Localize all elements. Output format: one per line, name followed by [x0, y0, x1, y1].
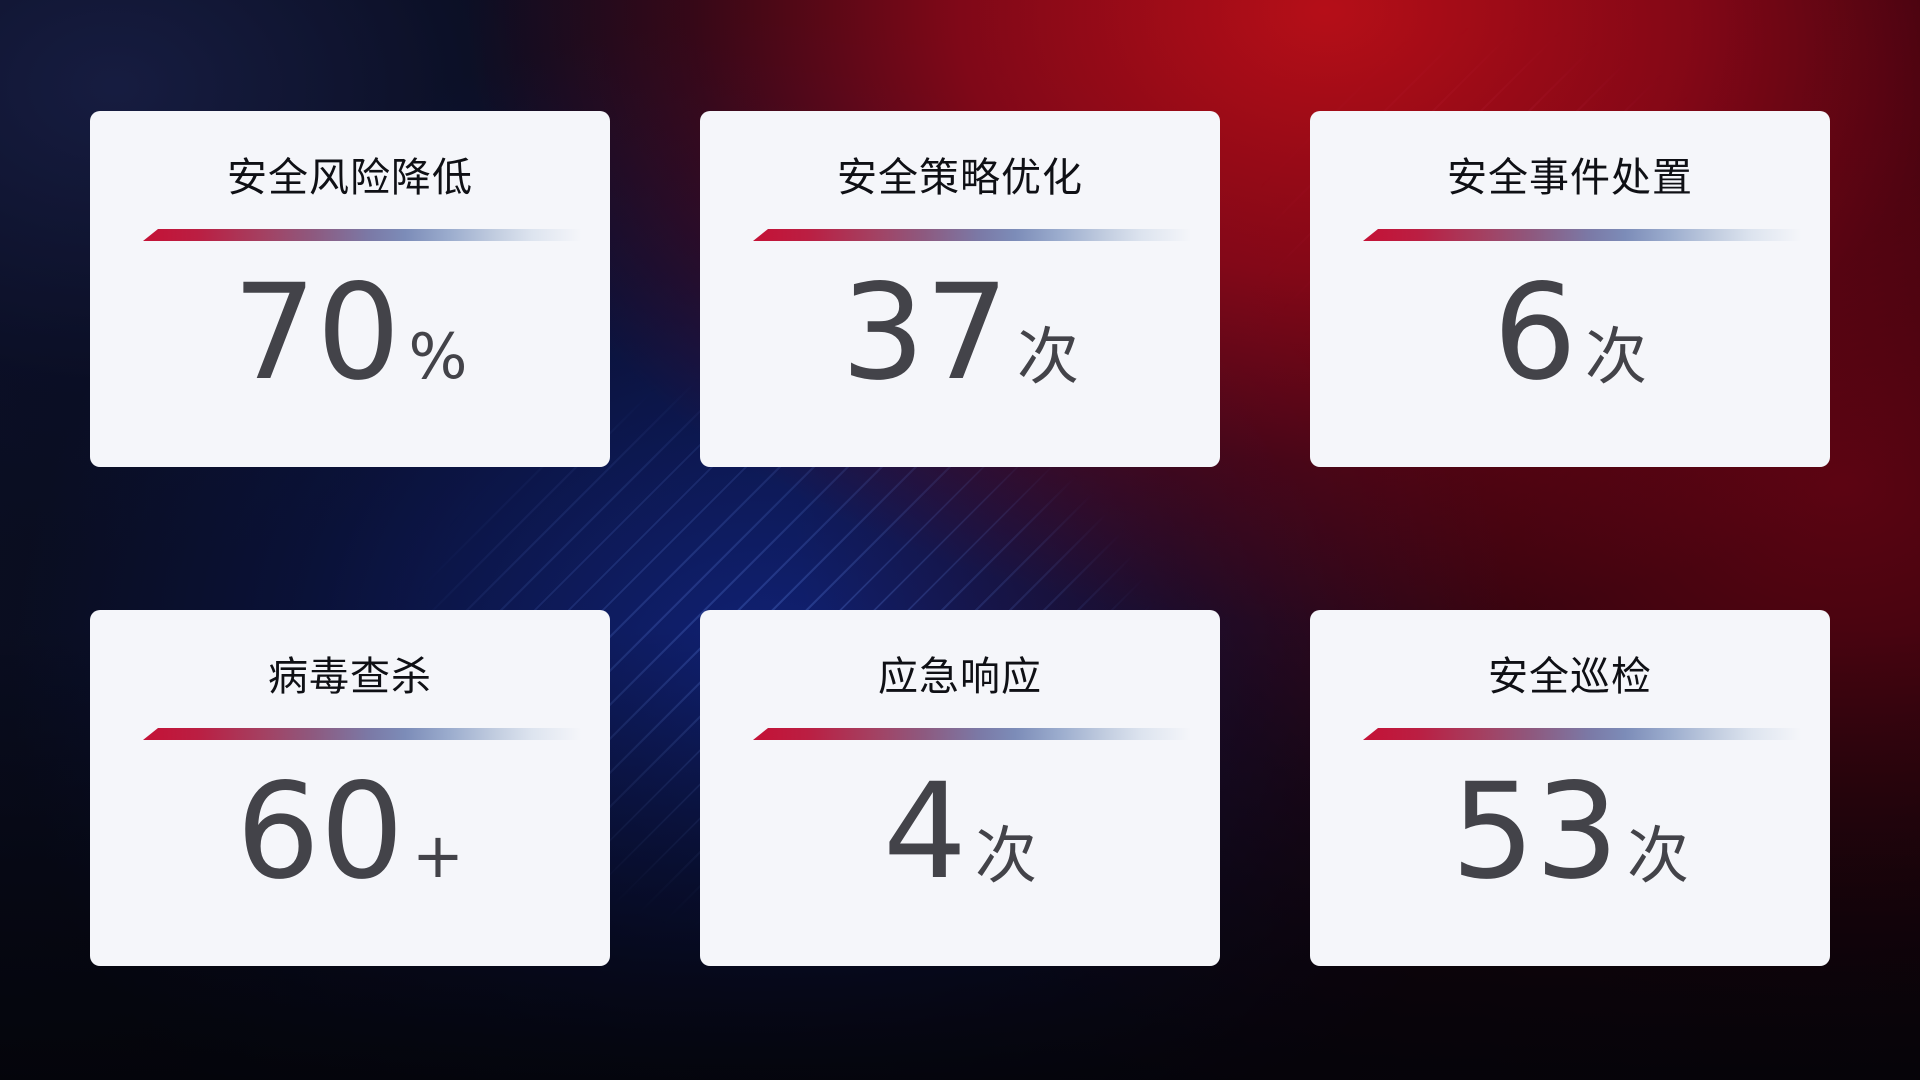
kpi-unit: 次 [1584, 320, 1647, 393]
kpi-value: 53 [1451, 755, 1619, 909]
kpi-card-title: 安全事件处置 [1447, 155, 1693, 201]
kpi-value: 6 [1493, 256, 1577, 410]
kpi-value-row: 53 次 [1451, 766, 1689, 898]
kpi-value-row: 6 次 [1493, 267, 1647, 399]
kpi-unit: 次 [1016, 320, 1079, 393]
divider-gradient-line [1363, 728, 1815, 740]
kpi-card-security-incident-handling: 安全事件处置 6 次 [1310, 111, 1830, 467]
kpi-card-title: 安全策略优化 [837, 155, 1083, 201]
kpi-card-title: 安全风险降低 [227, 155, 473, 201]
kpi-card-grid: 安全风险降低 70 % 安全策略优化 37 次 安全事件处置 6 次 病毒查杀 … [90, 111, 1830, 966]
divider-gradient-line [143, 728, 595, 740]
kpi-card-title: 应急响应 [878, 654, 1042, 700]
kpi-value-row: 60 + [236, 766, 464, 898]
kpi-unit: 次 [1626, 819, 1689, 892]
divider-gradient-line [1363, 229, 1815, 241]
kpi-card-security-risk-reduction: 安全风险降低 70 % [90, 111, 610, 467]
divider-gradient-line [753, 728, 1205, 740]
kpi-value-row: 4 次 [883, 766, 1037, 898]
kpi-card-security-inspection: 安全巡检 53 次 [1310, 610, 1830, 966]
kpi-unit: % [408, 320, 468, 393]
kpi-card-title: 病毒查杀 [268, 654, 432, 700]
kpi-value-row: 70 % [233, 267, 468, 399]
kpi-card-security-policy-optimization: 安全策略优化 37 次 [700, 111, 1220, 467]
kpi-value-row: 37 次 [841, 267, 1079, 399]
kpi-value: 60 [236, 755, 404, 909]
kpi-card-emergency-response: 应急响应 4 次 [700, 610, 1220, 966]
kpi-value: 4 [883, 755, 967, 909]
divider-gradient-line [143, 229, 595, 241]
kpi-unit: 次 [974, 819, 1037, 892]
divider-gradient-line [753, 229, 1205, 241]
kpi-card-title: 安全巡检 [1488, 654, 1652, 700]
kpi-value: 37 [841, 256, 1009, 410]
kpi-value: 70 [232, 256, 401, 410]
kpi-unit: + [412, 819, 464, 892]
kpi-card-virus-scan: 病毒查杀 60 + [90, 610, 610, 966]
